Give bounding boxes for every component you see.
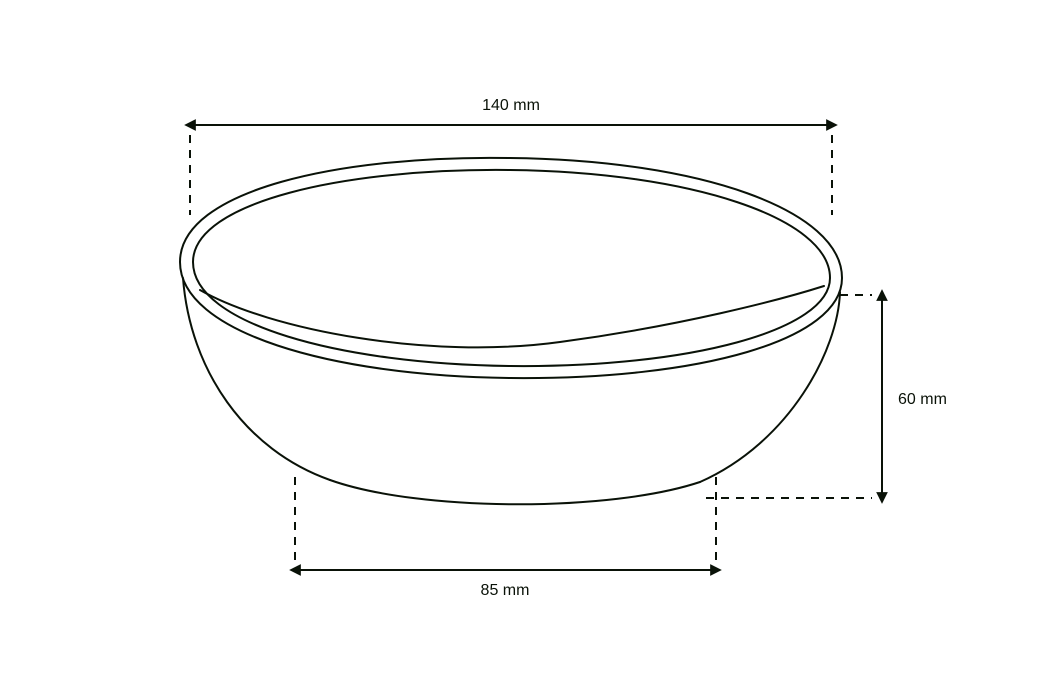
bowl-rim-inner [193,170,830,366]
dimension-top-width: 140 mm [190,97,832,215]
dimension-diagram: 140 mm 85 mm 60 mm [0,0,1049,700]
dimension-label: 60 mm [898,391,947,408]
bowl-body-bottom [330,480,700,504]
bowl-rim-outer [180,158,842,378]
dimension-label: 140 mm [482,97,540,114]
bowl-body-right [700,292,840,482]
dimension-height: 60 mm [706,295,947,498]
bowl-outline [180,158,842,504]
dimension-label: 85 mm [481,582,530,599]
dimension-bottom-width: 85 mm [295,477,716,599]
